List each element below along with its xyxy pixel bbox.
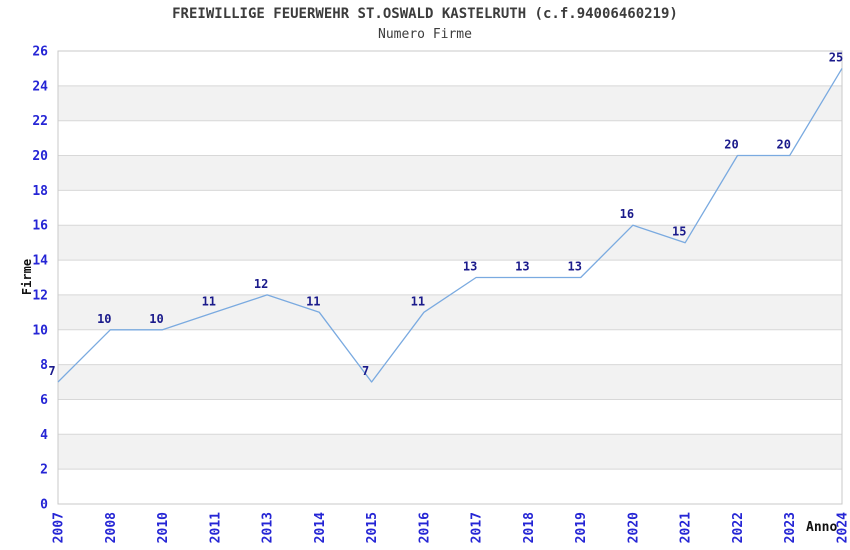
data-label: 16 <box>620 207 634 221</box>
data-label: 11 <box>202 294 216 308</box>
y-tick-label: 18 <box>32 184 48 199</box>
data-label: 20 <box>724 138 738 152</box>
x-tick-label: 2021 <box>679 512 694 543</box>
x-tick-label: 2023 <box>783 512 798 543</box>
data-label: 7 <box>48 364 55 378</box>
data-label: 10 <box>97 312 111 326</box>
data-label: 11 <box>306 294 320 308</box>
x-axis-title: Anno <box>806 520 838 535</box>
series-line <box>57 68 843 383</box>
grid-band <box>58 225 842 261</box>
x-tick-label: 2019 <box>574 512 589 543</box>
x-tick-label: 2011 <box>208 512 223 543</box>
y-tick-label: 26 <box>32 45 48 60</box>
grid-band <box>58 434 842 470</box>
x-tick-label: 2024 <box>836 512 850 543</box>
y-tick-label: 0 <box>40 498 48 513</box>
y-tick-label: 24 <box>32 79 48 94</box>
y-tick-label: 10 <box>32 323 48 338</box>
data-label: 12 <box>254 277 268 291</box>
grid-band <box>58 155 842 191</box>
data-label: 15 <box>672 225 686 239</box>
data-label: 13 <box>567 260 581 274</box>
data-label: 25 <box>829 50 843 64</box>
x-tick-label: 2014 <box>313 512 328 543</box>
y-tick-label: 14 <box>32 254 48 269</box>
y-tick-label: 2 <box>40 463 48 478</box>
plot-border <box>57 50 843 505</box>
data-label: 7 <box>362 364 369 378</box>
x-tick-label: 2017 <box>470 512 485 543</box>
x-tick-label: 2015 <box>365 512 380 543</box>
y-tick-label: 6 <box>40 393 48 408</box>
data-label: 10 <box>149 312 163 326</box>
data-label: 20 <box>776 138 790 152</box>
data-label: 13 <box>515 260 529 274</box>
y-tick-label: 12 <box>32 288 48 303</box>
x-tick-label: 2013 <box>261 512 276 543</box>
y-tick-label: 16 <box>32 219 48 234</box>
x-tick-label: 2016 <box>417 512 432 543</box>
data-label: 11 <box>411 294 425 308</box>
y-tick-label: 20 <box>32 149 48 164</box>
y-tick-label: 4 <box>40 428 48 443</box>
x-tick-label: 2010 <box>156 512 171 543</box>
x-tick-label: 2008 <box>104 512 119 543</box>
y-tick-label: 22 <box>32 114 48 129</box>
data-label: 13 <box>463 260 477 274</box>
chart-subtitle: Numero Firme <box>378 27 472 42</box>
x-tick-label: 2007 <box>52 512 67 543</box>
grid-band <box>58 294 842 330</box>
x-tick-label: 2022 <box>731 512 746 543</box>
x-tick-label: 2018 <box>522 512 537 543</box>
grid-band <box>58 364 842 400</box>
y-tick-label: 8 <box>40 358 48 373</box>
chart-title: FREIWILLIGE FEUERWEHR ST.OSWALD KASTELRU… <box>172 6 678 22</box>
grid-band <box>58 85 842 121</box>
x-tick-label: 2020 <box>626 512 641 543</box>
